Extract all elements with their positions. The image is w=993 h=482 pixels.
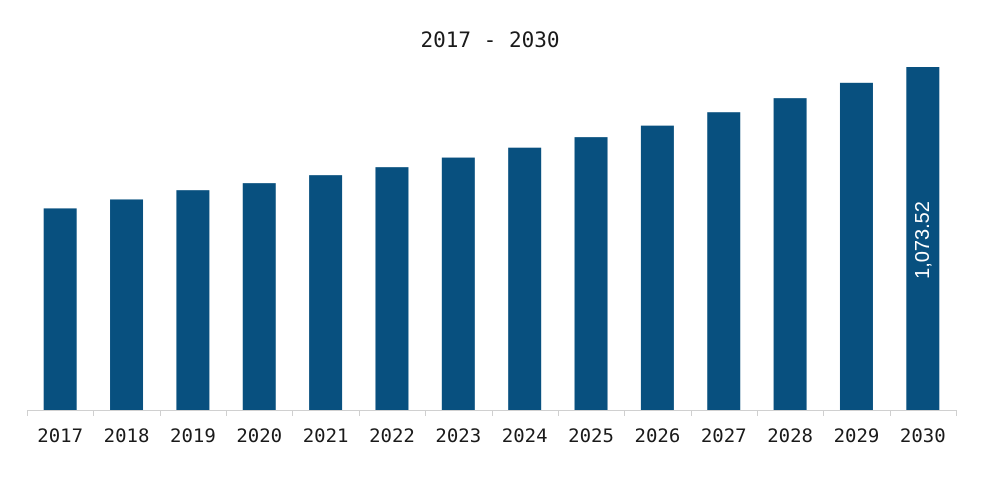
bar-2030 [906,67,940,410]
bar-2024 [508,147,542,410]
chart-title: 2017 - 2030 [420,28,559,52]
data-label-2030: 1,073.52 [912,201,934,279]
x-tick-label-2029: 2029 [834,425,880,447]
x-tick-label-2025: 2025 [568,425,614,447]
bar-2021 [309,175,343,410]
data-labels-group: 1,073.52 [912,201,934,279]
x-tick-label-2030: 2030 [900,425,946,447]
bar-2023 [441,157,475,410]
x-tick-label-2020: 2020 [236,425,282,447]
x-tick-label-2027: 2027 [701,425,747,447]
x-axis: 2017 2018 2019 2020 2021 2022 2023 2024 2025 2026… [27,410,957,447]
x-tick-label-2026: 2026 [635,425,681,447]
bar-2026 [640,125,674,410]
bar-2027 [707,112,741,410]
x-tick-label-2023: 2023 [435,425,481,447]
x-tick-label-2018: 2018 [104,425,150,447]
bar-2020 [242,183,276,410]
bar-2025 [574,137,608,410]
bar-2029 [839,82,873,410]
x-tick-label-2022: 2022 [369,425,415,447]
bar-2022 [375,167,409,410]
bar-2019 [176,190,210,410]
x-tick-label-2017: 2017 [37,425,83,447]
bar-2018 [110,199,144,410]
bar-2028 [773,98,807,410]
bars-group [43,67,940,410]
x-tick-label-2028: 2028 [767,425,813,447]
x-tick-label-2024: 2024 [502,425,548,447]
x-tick-label-2019: 2019 [170,425,216,447]
x-tick-label-2021: 2021 [303,425,349,447]
bar-2017 [43,208,77,410]
